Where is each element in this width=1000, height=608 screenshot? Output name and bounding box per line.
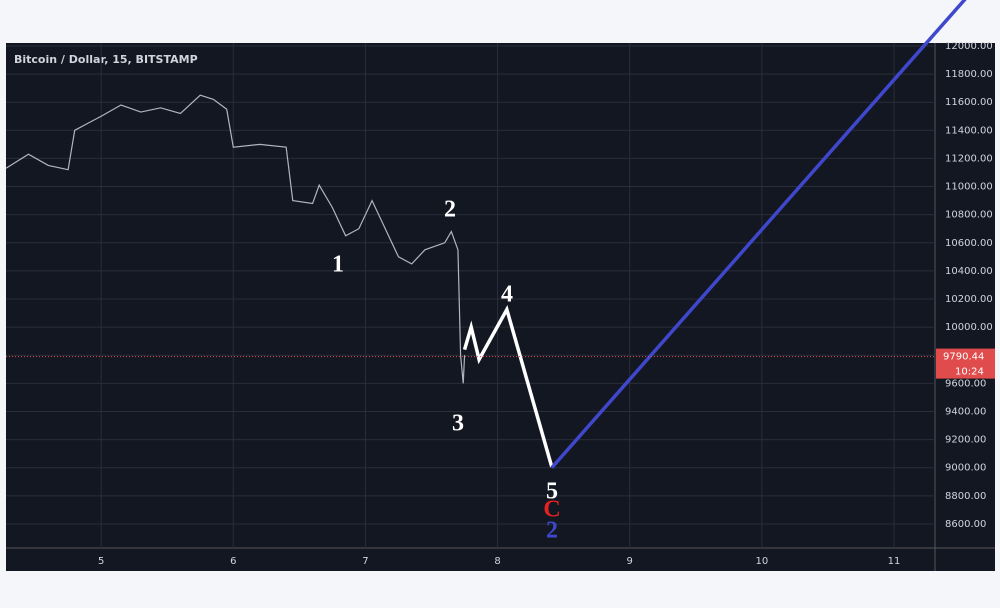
y-tick-label: 11000.00 <box>945 182 993 193</box>
last-price-label: 9790.44 <box>943 352 984 363</box>
y-tick-label: 11800.00 <box>945 69 993 80</box>
x-tick-label: 6 <box>230 556 236 567</box>
x-tick-label: 11 <box>888 556 901 567</box>
wave-label: 2 <box>444 197 456 223</box>
series-line <box>550 0 967 469</box>
y-tick-label: 9000.00 <box>945 463 986 474</box>
y-tick-label: 10600.00 <box>945 238 993 249</box>
y-tick-label: 10200.00 <box>945 294 993 305</box>
wave-label: 2 <box>546 518 558 544</box>
countdown-label: 10:24 <box>955 367 984 378</box>
y-tick-label: 11200.00 <box>945 153 993 164</box>
y-tick-label: 9200.00 <box>945 435 986 446</box>
y-tick-label: 8800.00 <box>945 491 986 502</box>
x-tick-label: 10 <box>756 556 769 567</box>
series-line <box>462 305 554 468</box>
series-line <box>5 94 466 384</box>
last-price-tag <box>936 348 995 379</box>
x-tick-label: 8 <box>494 556 500 567</box>
wave-label: 4 <box>501 282 513 308</box>
y-tick-label: 10400.00 <box>945 266 993 277</box>
y-tick-label: 9400.00 <box>945 406 986 417</box>
wave-label: 5 <box>546 479 558 505</box>
wave-label: 3 <box>452 411 464 437</box>
y-tick-label: 9600.00 <box>945 378 986 389</box>
wave-label: C <box>543 497 560 523</box>
chart-title: Bitcoin / Dollar, 15, BITSTAMP <box>14 53 198 66</box>
y-tick-label: 11600.00 <box>945 97 993 108</box>
x-tick-label: 7 <box>362 556 368 567</box>
x-tick-label: 9 <box>627 556 633 567</box>
y-tick-label: 12000.00 <box>945 41 993 52</box>
wave-label: 1 <box>332 252 344 278</box>
chart-bg <box>6 43 995 571</box>
x-tick-label: 5 <box>98 556 104 567</box>
y-tick-label: 10000.00 <box>945 322 993 333</box>
y-tick-label: 8600.00 <box>945 519 986 530</box>
y-tick-label: 11400.00 <box>945 125 993 136</box>
y-tick-label: 10800.00 <box>945 210 993 221</box>
